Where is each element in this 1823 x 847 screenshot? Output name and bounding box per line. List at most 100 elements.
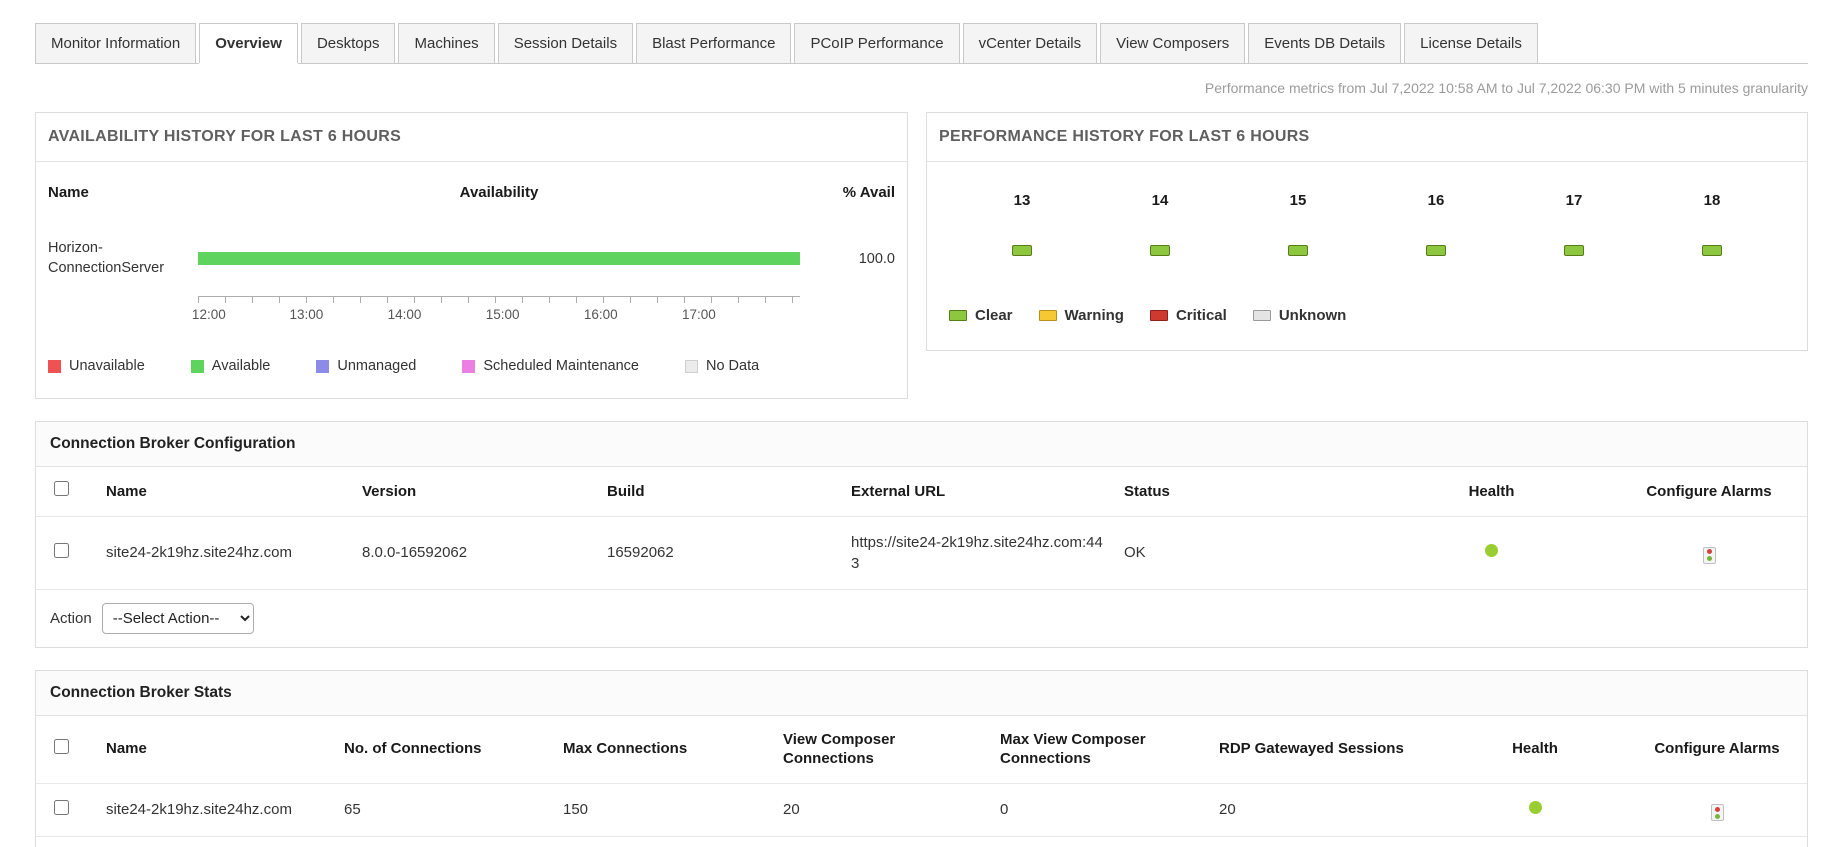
legend-unavailable: Unavailable	[48, 358, 145, 374]
availability-bar-track	[198, 252, 800, 266]
col-max-connections: Max Connections	[563, 740, 688, 758]
configure-alarms-icon[interactable]	[1710, 804, 1724, 822]
broker-name[interactable]: site24-2k19hz.site24hz.com	[106, 544, 292, 562]
axis-tick-label: 12:00	[191, 307, 226, 323]
max-view-composer-connections-value: 0	[1000, 801, 1009, 819]
col-health: Health	[1512, 740, 1558, 758]
action-select[interactable]: --Select Action--	[101, 602, 254, 634]
axis-tick-label: 15:00	[485, 307, 520, 323]
performance-legend: Clear Warning Critical Unknown	[927, 261, 1807, 350]
metrics-granularity-note: Performance metrics from Jul 7,2022 10:5…	[1204, 80, 1808, 96]
tab-view-composers[interactable]: View Composers	[1100, 23, 1246, 63]
col-build: Build	[607, 482, 645, 500]
critical-swatch-icon	[1149, 310, 1168, 321]
col-name: Name	[106, 740, 147, 758]
performance-panel-title: PERFORMANCE HISTORY FOR LAST 6 HOURS	[927, 113, 1807, 162]
broker-stats-title: Connection Broker Stats	[36, 670, 1807, 716]
legend-label: Critical	[1175, 307, 1227, 324]
clear-swatch-icon	[949, 310, 967, 321]
alarm-red-dot	[1714, 806, 1720, 812]
tab-bar: Monitor Information Overview Desktops Ma…	[35, 23, 1808, 64]
availability-row: Horizon-ConnectionServer 100.0	[36, 213, 907, 278]
tab-pcoip-performance[interactable]: PCoIP Performance	[794, 23, 960, 63]
alarm-green-dot	[1706, 556, 1712, 562]
legend-unknown: Unknown	[1252, 307, 1346, 324]
availability-history-panel: AVAILABILITY HISTORY FOR LAST 6 HOURS Na…	[35, 112, 908, 400]
tab-machines[interactable]: Machines	[398, 23, 495, 63]
performance-hours-row: 13 14 15 16 17 18	[927, 162, 1807, 261]
axis-tick-label: 17:00	[681, 307, 716, 323]
configure-alarms-icon[interactable]	[1702, 546, 1716, 564]
col-configure-alarms: Configure Alarms	[1646, 482, 1772, 500]
alarm-green-dot	[1714, 813, 1720, 819]
hour-label: 14	[1151, 192, 1169, 209]
time-axis-labels: 12:00 13:00 14:00 15:00 16:00 17:00	[192, 307, 800, 327]
hour-label: 17	[1565, 192, 1583, 209]
tab-license-details[interactable]: License Details	[1404, 23, 1538, 63]
monitor-name: Horizon-ConnectionServer	[48, 240, 165, 276]
broker-stats-header: Name No. of Connections Max Connections …	[36, 716, 1807, 784]
legend-label: Available	[211, 358, 271, 375]
status-led-clear-icon	[1702, 245, 1722, 256]
unmanaged-swatch-icon	[316, 359, 330, 373]
row-checkbox[interactable]	[53, 543, 69, 559]
health-status-icon	[1485, 544, 1498, 558]
status-led-clear-icon	[1564, 245, 1584, 256]
status-led-clear-icon	[1150, 245, 1170, 256]
broker-config-header: Name Version Build External URL Status H…	[36, 467, 1807, 517]
legend-label: Unavailable	[69, 358, 145, 375]
axis-tick-label: 16:00	[583, 307, 618, 323]
broker-stats-action-row: Action --Select Action-- Compare Reports…	[36, 837, 1807, 847]
legend-warning: Warning	[1038, 307, 1124, 324]
performance-hour-col: 15	[1229, 192, 1367, 261]
select-all-checkbox[interactable]	[53, 481, 69, 497]
availability-table-header: Name Availability % Avail	[36, 162, 907, 213]
axis-tick-label: 13:00	[289, 307, 324, 323]
broker-name[interactable]: site24-2k19hz.site24hz.com	[106, 801, 292, 819]
connection-broker-configuration-section: Connection Broker Configuration Name Ver…	[35, 421, 1808, 648]
broker-external-url: https://site24-2k19hz.site24hz.com:443	[851, 533, 1103, 572]
no-data-swatch-icon	[684, 359, 698, 373]
col-name: Name	[106, 482, 147, 500]
availability-col-name: Name	[48, 184, 89, 201]
tab-desktops[interactable]: Desktops	[300, 23, 396, 63]
performance-hour-col: 14	[1091, 192, 1229, 261]
availability-bar	[198, 252, 800, 266]
action-label: Action	[50, 609, 92, 627]
tab-monitor-information[interactable]: Monitor Information	[35, 23, 197, 63]
col-version: Version	[362, 482, 417, 500]
availability-legend: Unavailable Available Unmanaged Schedule…	[36, 332, 907, 398]
col-rdp-gatewayed-sessions: RDP Gatewayed Sessions	[1219, 740, 1404, 758]
no-of-connections-value: 65	[344, 801, 361, 819]
performance-history-panel: PERFORMANCE HISTORY FOR LAST 6 HOURS 13 …	[926, 112, 1808, 351]
availability-col-availability: Availability	[459, 184, 539, 201]
legend-available: Available	[190, 358, 271, 375]
warning-swatch-icon	[1038, 310, 1057, 321]
tab-events-db-details[interactable]: Events DB Details	[1248, 23, 1402, 63]
max-connections-value: 150	[563, 801, 589, 819]
row-checkbox[interactable]	[53, 800, 69, 816]
hour-label: 16	[1427, 192, 1445, 209]
availability-axis-row: 12:00 13:00 14:00 15:00 16:00 17:00	[36, 278, 907, 332]
legend-scheduled-maintenance: Scheduled Maintenance	[462, 358, 639, 374]
rdp-gatewayed-sessions-value: 20	[1219, 801, 1236, 819]
select-all-checkbox[interactable]	[53, 738, 69, 754]
performance-hour-col: 18	[1643, 192, 1781, 261]
hour-label: 18	[1703, 192, 1721, 209]
broker-config-title: Connection Broker Configuration	[36, 422, 1807, 468]
broker-config-action-row: Action --Select Action--	[36, 590, 1807, 647]
health-status-icon	[1528, 801, 1542, 815]
tab-vcenter-details[interactable]: vCenter Details	[962, 23, 1098, 63]
availability-panel-title: AVAILABILITY HISTORY FOR LAST 6 HOURS	[36, 113, 907, 162]
maintenance-swatch-icon	[462, 359, 476, 373]
tab-overview[interactable]: Overview	[199, 23, 298, 63]
legend-label: No Data	[705, 358, 760, 375]
col-view-composer-connections: View Composer Connections	[783, 730, 896, 768]
unavailable-swatch-icon	[48, 359, 61, 373]
tab-blast-performance[interactable]: Blast Performance	[636, 23, 792, 63]
tab-session-details[interactable]: Session Details	[497, 23, 634, 63]
broker-status: OK	[1124, 544, 1146, 562]
legend-clear: Clear	[949, 307, 1013, 324]
hour-label: 13	[1013, 192, 1031, 209]
legend-label: Scheduled Maintenance	[483, 358, 639, 375]
